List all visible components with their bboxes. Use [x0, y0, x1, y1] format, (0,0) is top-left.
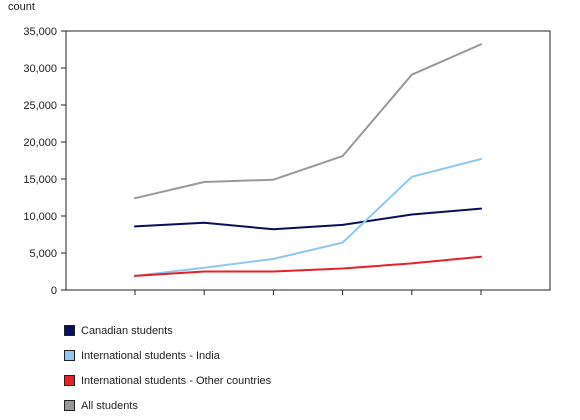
y-tick-label: 15,000 — [23, 174, 57, 186]
series-line-international-students-other-countries — [134, 255, 482, 277]
legend-item-canadian-students[interactable]: Canadian students — [64, 318, 271, 343]
legend-swatch-all — [64, 400, 75, 411]
series-line-all-students — [134, 43, 482, 200]
legend-label: Canadian students — [81, 324, 173, 337]
legend-item-all-students[interactable]: All students — [64, 393, 271, 418]
y-tick-label: 10,000 — [23, 211, 57, 223]
legend-label: International students - Other countries — [81, 374, 272, 387]
legend-swatch-india — [64, 350, 75, 361]
legend: Canadian students International students… — [64, 318, 271, 418]
series-line-international-students-india — [134, 158, 482, 277]
y-tick-label: 5,000 — [29, 248, 57, 260]
legend-item-international-other[interactable]: International students - Other countries — [64, 368, 271, 393]
y-tick-label: 0 — [51, 285, 57, 297]
y-tick-label: 35,000 — [23, 26, 57, 38]
y-tick-label: 20,000 — [23, 137, 57, 149]
legend-swatch-canadian — [64, 325, 75, 336]
y-tick-label: 25,000 — [23, 100, 57, 112]
legend-label: All students — [81, 399, 138, 412]
series-line-canadian-students — [134, 207, 482, 231]
legend-swatch-other — [64, 375, 75, 386]
y-tick-label: 30,000 — [23, 63, 57, 75]
line-chart: count 0 5,000 10,000 15,000 20,000 25,000 30,0… — [8, 1, 551, 297]
axis-ticks: 0 5,000 10,000 15,000 20,000 25,000 30,000 35,0… — [23, 26, 482, 297]
series-lines — [134, 43, 482, 277]
plot-area — [65, 30, 551, 291]
y-axis-title: count — [8, 1, 35, 13]
legend-label: International students - India — [81, 349, 220, 362]
legend-item-international-india[interactable]: International students - India — [64, 343, 271, 368]
